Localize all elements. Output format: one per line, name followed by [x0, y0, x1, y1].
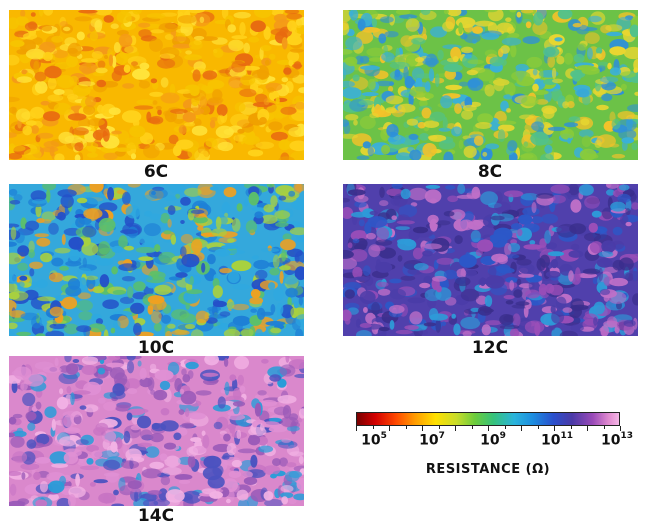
tick-label-1e7: 107: [419, 431, 445, 449]
panel-label-10c: 10C: [137, 338, 175, 358]
colorbar-title: RESISTANCE (Ω): [425, 462, 551, 477]
resistance-map-10c: [9, 184, 304, 336]
panel-label-6c: 6C: [143, 162, 169, 182]
resistance-map-14c: [9, 356, 304, 506]
resistance-map-6c: [9, 10, 304, 160]
resistance-map-12c: [343, 184, 638, 336]
panel-label-14c: 14C: [137, 506, 175, 526]
tick-label-1e5: 105: [361, 431, 387, 449]
tick-label-1e11: 1011: [540, 431, 574, 449]
resistance-map-8c: [343, 10, 638, 160]
panel-label-12c: 12C: [471, 338, 509, 358]
tick-label-1e13: 1013: [600, 431, 634, 449]
tick-label-1e9: 109: [480, 431, 506, 449]
resistance-colorbar: [356, 412, 620, 426]
panel-label-8c: 8C: [477, 162, 503, 182]
